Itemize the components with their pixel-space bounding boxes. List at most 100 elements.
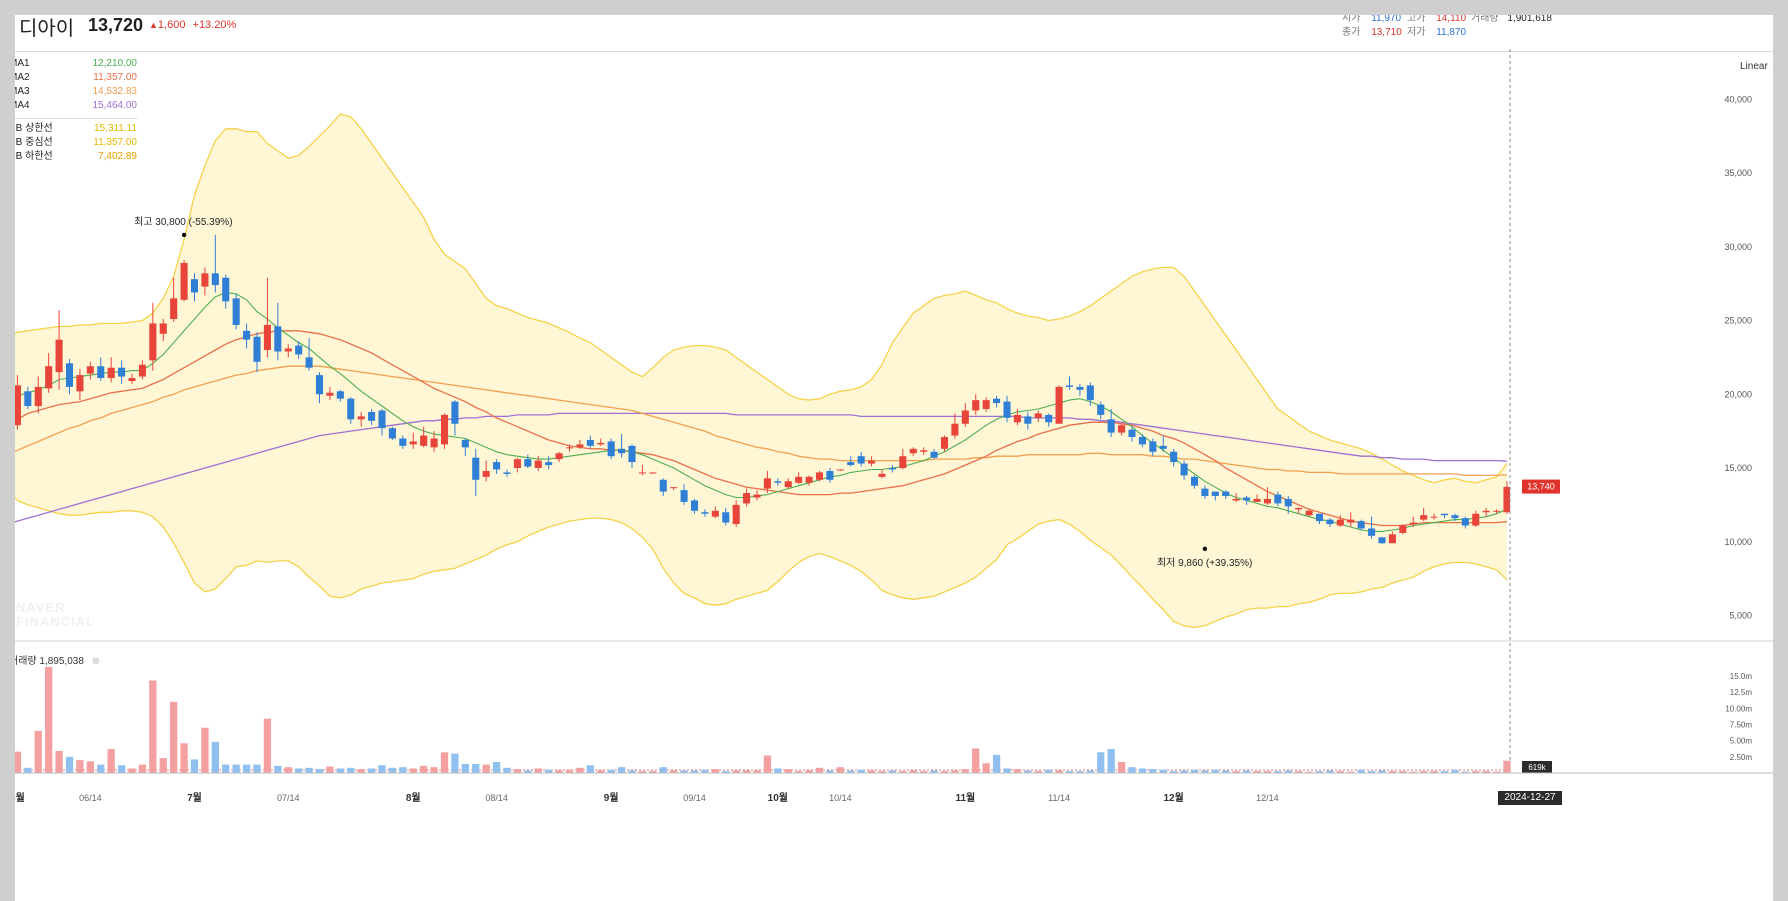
candle-body <box>1065 385 1074 387</box>
volume-axis-tick-label: 10.00m <box>1725 704 1752 713</box>
volume-bar <box>388 767 397 773</box>
volume-bar <box>867 770 876 773</box>
candle-body <box>753 494 761 498</box>
volume-bar <box>1326 770 1334 773</box>
current-price-marker-label: 13,740 <box>1527 482 1555 492</box>
candle-body <box>368 411 376 421</box>
candle-body <box>451 401 459 424</box>
candle <box>1451 513 1459 522</box>
candle <box>65 358 74 395</box>
volume-bar <box>586 765 594 773</box>
volume-bar <box>1357 769 1365 773</box>
volume-bar <box>367 768 376 773</box>
candle <box>1045 413 1053 427</box>
ma-legend-value: 14,532.83 <box>92 86 138 97</box>
candle-body <box>1201 488 1209 497</box>
volume-block: 거래량 1,901,618 <box>1471 15 1552 26</box>
volume-bar <box>565 769 574 773</box>
candle <box>493 459 501 474</box>
candle-body <box>1107 419 1115 433</box>
volume-bar <box>690 770 699 773</box>
candle-body <box>1409 522 1417 525</box>
volume-bar <box>617 767 626 773</box>
candle-body <box>784 481 792 488</box>
up-arrow-icon: ▲ <box>149 20 158 30</box>
volume-panel-value: 1,895,038 <box>39 656 84 667</box>
volume-bar <box>222 764 230 773</box>
volume-bar <box>857 769 865 773</box>
close-value: 13,710 <box>1371 27 1402 38</box>
candle-body <box>576 444 584 448</box>
candle <box>961 403 969 427</box>
volume-bar <box>1055 770 1063 773</box>
legend-divider <box>15 118 137 119</box>
candle <box>868 456 876 467</box>
candle <box>940 435 949 452</box>
candle <box>753 490 761 501</box>
ma-legend-row: MA3 14,532.83 <box>15 85 137 99</box>
candle <box>1190 475 1199 489</box>
current-price: 13,720 <box>88 15 144 35</box>
candle-body <box>1118 425 1126 433</box>
close-icon[interactable]: ⊗ <box>91 656 101 667</box>
volume-bar <box>1409 771 1417 773</box>
x-axis-tick-label: 7월 <box>187 792 202 804</box>
volume-bar <box>513 769 522 773</box>
candle <box>784 478 792 489</box>
candle <box>357 411 365 427</box>
volume-bar <box>732 770 740 773</box>
open-label: 시가 <box>1342 15 1361 24</box>
price-chart[interactable]: 최고 30,800 (-55.39%) 최저 9,860 (+39.35%) 5,0… <box>15 15 1773 901</box>
volume-bar <box>232 764 240 773</box>
volume-bar <box>76 760 84 773</box>
current-date-badge: 2024-12-27 <box>1498 791 1562 805</box>
volume-bar <box>253 764 261 773</box>
candle <box>107 357 115 383</box>
scale-selector[interactable]: Linear⌄ <box>1740 61 1773 72</box>
candle <box>951 413 959 439</box>
candle-body <box>24 391 32 407</box>
volume-bar <box>1430 771 1438 773</box>
candle <box>1076 383 1084 396</box>
volume-bar <box>117 765 126 773</box>
candle <box>378 409 386 436</box>
candle-body <box>545 462 553 466</box>
price-axis-tick-label: 30,000 <box>1724 242 1752 252</box>
candle <box>232 293 240 330</box>
candle <box>503 469 511 477</box>
volume-axis-tick-label: 5.00m <box>1730 737 1753 746</box>
volume-panel-label: 거래량 <box>15 656 37 667</box>
price-axis-tick-label: 25,000 <box>1724 316 1752 326</box>
volume-bar <box>347 767 355 773</box>
candle <box>1409 516 1417 527</box>
candle-body <box>920 450 928 452</box>
candle <box>899 448 907 470</box>
candle <box>1388 531 1396 544</box>
volume-bar <box>1420 771 1428 773</box>
candle-body <box>1284 498 1292 507</box>
candle-body <box>1190 476 1199 486</box>
volume-bar <box>45 666 53 773</box>
candle-body <box>659 479 667 492</box>
candle <box>909 447 917 457</box>
x-axis-tick-label: 9월 <box>604 792 619 804</box>
volume-bar <box>628 770 636 773</box>
candle <box>347 397 355 424</box>
candle-body <box>930 451 938 458</box>
candle-body <box>1159 445 1167 449</box>
candle-body <box>534 460 542 468</box>
volume-bar <box>1295 771 1303 773</box>
candle <box>253 332 261 373</box>
candle-body <box>899 456 907 468</box>
watermark-line-1: NAVER <box>16 600 66 615</box>
volume-bar <box>451 753 459 773</box>
volume-bar <box>1201 770 1209 773</box>
candle-body <box>982 400 990 409</box>
volume-bar <box>201 727 209 773</box>
candle <box>34 376 42 414</box>
candle <box>1065 376 1074 390</box>
naver-financial-watermark: NAVER FINANCIAL <box>16 601 95 629</box>
candle <box>55 310 63 390</box>
candle-body <box>649 472 657 474</box>
candle-body <box>263 324 271 350</box>
